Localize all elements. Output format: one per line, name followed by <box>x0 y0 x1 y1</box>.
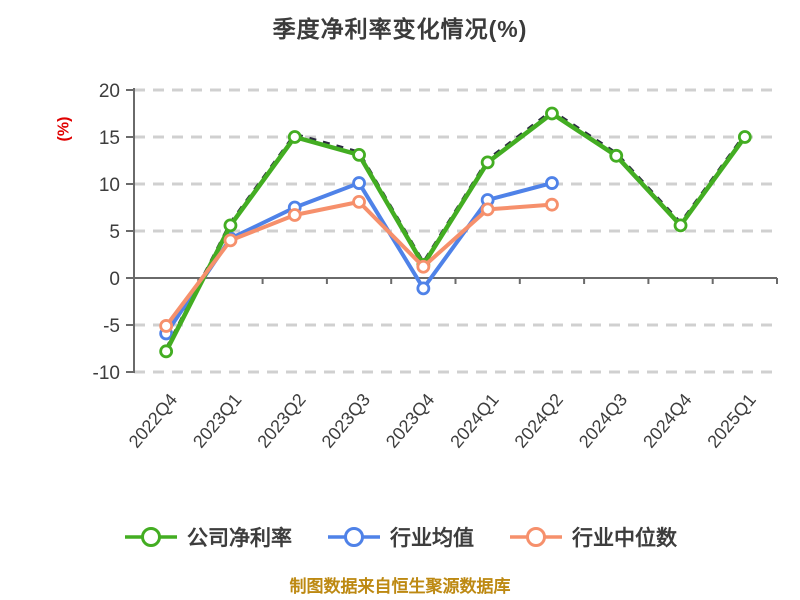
x-axis-label: 2025Q1 <box>703 390 759 452</box>
chart-legend: 公司净利率 行业均值 行业中位数 <box>0 522 800 552</box>
x-axis-label: 2023Q1 <box>189 390 245 452</box>
y-tick-label: 20 <box>99 81 120 102</box>
y-tick-label: -10 <box>93 363 120 384</box>
y-tick-label: 0 <box>109 269 120 290</box>
legend-item-industry-median: 行业中位数 <box>508 522 677 552</box>
series-line-company-net-margin <box>163 111 748 354</box>
legend-label-industry-median: 行业中位数 <box>572 527 677 550</box>
y-tick-label: 5 <box>109 222 120 243</box>
x-axis-label: 2024Q3 <box>575 390 631 452</box>
legend-label-company-net-margin: 公司净利率 <box>187 527 292 550</box>
series-marker-company-net-margin <box>673 218 688 233</box>
x-axis-label: 2023Q4 <box>382 390 438 452</box>
series-marker-industry-mean <box>416 281 431 296</box>
series-marker-company-net-margin <box>159 344 174 359</box>
legend-item-company-net-margin: 公司净利率 <box>123 522 292 552</box>
legend-label-industry-mean: 行业均值 <box>390 527 474 550</box>
series-marker-company-net-margin <box>737 130 752 144</box>
series-marker-company-net-margin <box>545 106 559 121</box>
legend-marker-industry-mean <box>328 527 380 547</box>
series-marker-company-net-margin <box>287 130 302 144</box>
series-marker-industry-median <box>480 202 495 217</box>
series-marker-industry-median <box>159 319 174 333</box>
series-marker-industry-median <box>416 259 431 274</box>
y-tick-label: 15 <box>99 128 120 149</box>
x-axis-label: 2023Q3 <box>318 390 374 452</box>
legend-marker-industry-median <box>510 527 562 547</box>
series-marker-industry-mean <box>352 176 366 190</box>
x-axis-label: 2022Q4 <box>125 390 181 452</box>
legend-marker-company-net-margin <box>125 527 177 547</box>
series-marker-industry-median <box>287 208 302 222</box>
x-axis-label: 2023Q2 <box>253 390 309 452</box>
series-marker-company-net-margin <box>352 147 366 162</box>
data-source-note: 制图数据来自恒生聚源数据库 <box>289 577 511 596</box>
series-marker-industry-median <box>545 197 559 212</box>
x-axis-label: 2024Q4 <box>639 390 695 452</box>
series-marker-industry-mean <box>545 176 559 190</box>
series-marker-industry-median <box>352 194 366 209</box>
y-tick-label: 10 <box>99 175 120 196</box>
legend-item-industry-mean: 行业均值 <box>326 522 474 552</box>
series-line-industry-median <box>164 199 554 328</box>
series-marker-company-net-margin <box>480 155 495 170</box>
series-marker-industry-median <box>223 233 238 248</box>
series-marker-company-net-margin <box>223 218 238 233</box>
x-axis-label: 2024Q2 <box>511 390 567 452</box>
x-axis-label: 2024Q1 <box>446 390 502 452</box>
y-tick-label: -5 <box>103 316 120 337</box>
chart-title: 季度净利率变化情况(%) <box>272 16 528 42</box>
series-marker-company-net-margin <box>609 148 624 163</box>
